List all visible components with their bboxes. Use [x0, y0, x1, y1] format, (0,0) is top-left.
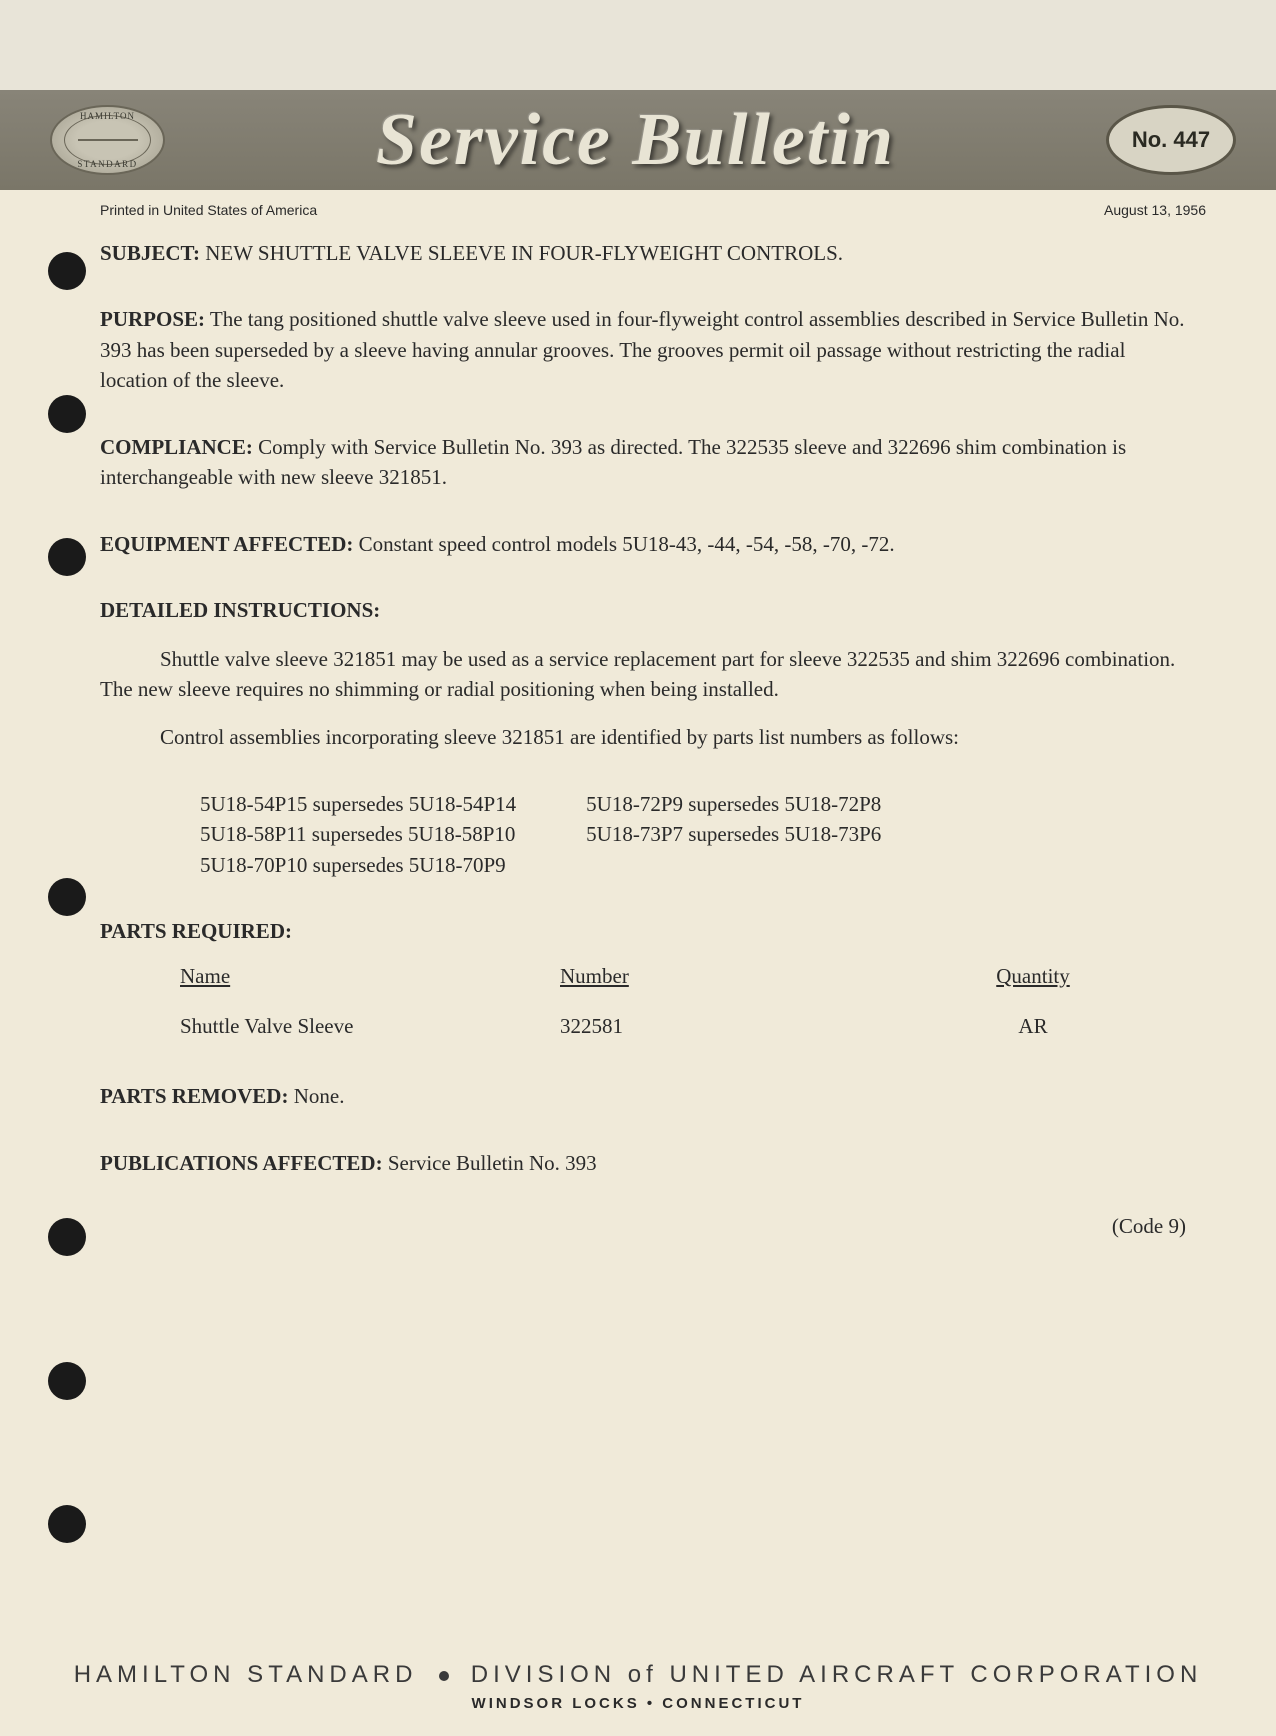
compliance-section: COMPLIANCE: Comply with Service Bulletin… — [100, 432, 1186, 493]
publications-label: PUBLICATIONS AFFECTED: — [100, 1151, 383, 1175]
punch-hole-icon — [48, 1362, 86, 1400]
logo-text-bottom: STANDARD — [77, 159, 137, 169]
footer: HAMILTON STANDARD DIVISION of UNITED AIR… — [0, 1661, 1276, 1712]
parts-required-table: Name Number Quantity Shuttle Valve Sleev… — [100, 961, 1186, 1042]
list-item: 5U18-54P15 supersedes 5U18-54P14 — [200, 789, 516, 819]
cell-number: 322581 — [560, 1011, 940, 1041]
col-header-qty: Quantity — [940, 961, 1126, 991]
list-item: 5U18-72P9 supersedes 5U18-72P8 — [586, 789, 881, 819]
header-band: HAMILTON STANDARD Service Bulletin No. 4… — [0, 90, 1276, 190]
col-header-name: Name — [180, 961, 560, 991]
footer-company: HAMILTON STANDARD — [74, 1661, 418, 1688]
logo-divider — [78, 139, 138, 141]
detailed-para1: Shuttle valve sleeve 321851 may be used … — [100, 644, 1186, 705]
compliance-label: COMPLIANCE: — [100, 435, 253, 459]
banner-title: Service Bulletin — [165, 98, 1106, 183]
punch-hole-icon — [48, 395, 86, 433]
purpose-section: PURPOSE: The tang positioned shuttle val… — [100, 304, 1186, 395]
equipment-text: Constant speed control models 5U18-43, -… — [359, 532, 895, 556]
list-item: 5U18-73P7 supersedes 5U18-73P6 — [586, 819, 881, 849]
supersedes-list: 5U18-54P15 supersedes 5U18-54P14 5U18-58… — [100, 789, 1186, 880]
cell-qty: AR — [940, 1011, 1126, 1041]
table-row: Shuttle Valve Sleeve 322581 AR — [180, 1011, 1126, 1041]
table-header-row: Name Number Quantity — [180, 961, 1126, 991]
logo-text-top: HAMILTON — [80, 111, 135, 121]
publications-section: PUBLICATIONS AFFECTED: Service Bulletin … — [100, 1148, 1186, 1178]
parts-removed-label: PARTS REMOVED: — [100, 1084, 288, 1108]
punch-hole-icon — [48, 538, 86, 576]
subject-section: SUBJECT: NEW SHUTTLE VALVE SLEEVE IN FOU… — [100, 238, 1186, 268]
hamilton-standard-logo: HAMILTON STANDARD — [50, 105, 165, 175]
document-page: HAMILTON STANDARD Service Bulletin No. 4… — [0, 90, 1276, 1736]
punch-hole-icon — [48, 252, 86, 290]
list-item: 5U18-58P11 supersedes 5U18-58P10 — [200, 819, 516, 849]
punch-hole-icon — [48, 1218, 86, 1256]
sub-header: Printed in United States of America Augu… — [0, 190, 1276, 218]
parts-removed-section: PARTS REMOVED: None. — [100, 1081, 1186, 1111]
compliance-text: Comply with Service Bulletin No. 393 as … — [100, 435, 1126, 489]
punch-hole-icon — [48, 878, 86, 916]
footer-division: DIVISION of UNITED AIRCRAFT CORPORATION — [471, 1661, 1203, 1688]
purpose-text: The tang positioned shuttle valve sleeve… — [100, 307, 1185, 392]
col-header-number: Number — [560, 961, 940, 991]
footer-location: WINDSOR LOCKS • CONNECTICUT — [0, 1695, 1276, 1712]
code-label: (Code 9) — [0, 1214, 1276, 1239]
date-label: August 13, 1956 — [1104, 202, 1206, 218]
document-body: SUBJECT: NEW SHUTTLE VALVE SLEEVE IN FOU… — [0, 218, 1276, 1178]
publications-text: Service Bulletin No. 393 — [388, 1151, 597, 1175]
subject-label: SUBJECT: — [100, 241, 200, 265]
supersedes-right-col: 5U18-72P9 supersedes 5U18-72P8 5U18-73P7… — [586, 789, 881, 880]
purpose-label: PURPOSE: — [100, 307, 205, 331]
printed-in-label: Printed in United States of America — [100, 202, 317, 218]
detailed-label: DETAILED INSTRUCTIONS: — [100, 595, 1186, 625]
subject-text: NEW SHUTTLE VALVE SLEEVE IN FOUR-FLYWEIG… — [205, 241, 843, 265]
supersedes-left-col: 5U18-54P15 supersedes 5U18-54P14 5U18-58… — [200, 789, 516, 880]
bulletin-number-badge: No. 447 — [1106, 105, 1236, 175]
cell-name: Shuttle Valve Sleeve — [180, 1011, 560, 1041]
detailed-instructions-section: DETAILED INSTRUCTIONS: Shuttle valve sle… — [100, 595, 1186, 753]
parts-required-label: PARTS REQUIRED: — [100, 916, 1186, 946]
punch-hole-icon — [48, 1505, 86, 1543]
bullet-icon — [439, 1671, 449, 1681]
equipment-label: EQUIPMENT AFFECTED: — [100, 532, 353, 556]
equipment-section: EQUIPMENT AFFECTED: Constant speed contr… — [100, 529, 1186, 559]
parts-removed-text: None. — [294, 1084, 345, 1108]
footer-main: HAMILTON STANDARD DIVISION of UNITED AIR… — [0, 1661, 1276, 1689]
list-item: 5U18-70P10 supersedes 5U18-70P9 — [200, 850, 516, 880]
detailed-para2: Control assemblies incorporating sleeve … — [100, 722, 1186, 752]
